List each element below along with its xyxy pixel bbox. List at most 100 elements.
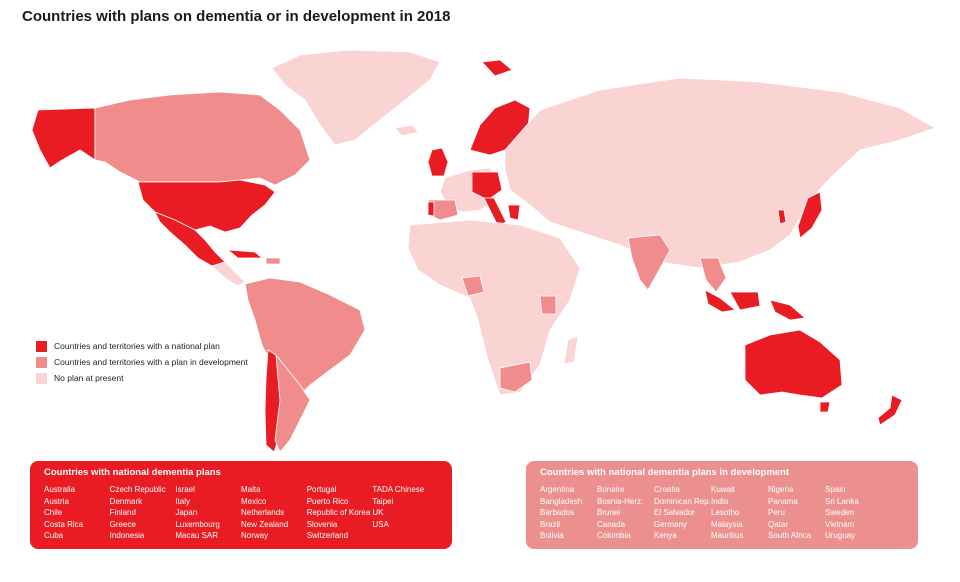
country-name: Nigeria <box>768 485 794 494</box>
madagascar[interactable] <box>563 335 579 365</box>
country-name: Brazil <box>540 519 561 529</box>
country-name: Sweden <box>825 508 854 517</box>
country-name: Bolivia <box>540 531 564 540</box>
country-name: South Africa <box>768 531 812 540</box>
legend-item-none: No plan at present <box>36 370 248 386</box>
country-name: Bonaire <box>597 485 625 494</box>
legend-swatch-development <box>36 356 47 368</box>
country-name: Sri Lanka <box>825 496 859 506</box>
country-name: Malaysia <box>711 519 743 529</box>
country-name: Czech Republic <box>109 485 166 494</box>
country-name: Colombia <box>597 531 631 540</box>
cuba[interactable] <box>226 249 264 259</box>
country-name: Denmark <box>109 496 143 506</box>
africa[interactable] <box>407 219 581 396</box>
country-name: Indonesia <box>109 531 145 540</box>
tasmania[interactable] <box>819 401 831 413</box>
country-column: Kuwait India Lesotho Malaysia Mauritius <box>711 484 768 542</box>
country-column: Croatia Dominican Rep. El Salvador Germa… <box>654 484 711 542</box>
country-name: Italy <box>175 496 191 506</box>
country-column: TADA Chinese Taipei UK USA <box>372 484 438 542</box>
country-name: USA <box>372 519 389 529</box>
southeast-asia[interactable] <box>699 257 727 293</box>
country-column: Israel Italy Japan Luxembourg Macau SAR <box>175 484 241 542</box>
country-name: Switzerland <box>306 531 349 540</box>
country-name: Barbados <box>540 508 575 517</box>
kenya[interactable] <box>539 295 557 315</box>
country-column: Spain Sri Lanka Sweden Vietnam Uruguay <box>825 484 882 542</box>
legend-label-none: No plan at present <box>54 373 124 383</box>
country-name: Finland <box>109 508 136 517</box>
russia-asia[interactable] <box>504 77 936 269</box>
country-name: New Zealand <box>241 519 289 529</box>
country-name: Uruguay <box>825 531 856 540</box>
country-name: UK <box>372 508 384 517</box>
country-name: Kuwait <box>711 485 736 494</box>
country-name: Malta <box>241 485 261 494</box>
country-name: Norway <box>241 531 269 540</box>
country-name: Kenya <box>654 531 677 540</box>
canada[interactable] <box>94 91 311 186</box>
india[interactable] <box>627 234 671 291</box>
country-name: Croatia <box>654 485 680 494</box>
country-column: Nigeria Panama Peru Qatar South Africa <box>768 484 825 542</box>
argentina[interactable] <box>274 353 311 453</box>
south-africa[interactable] <box>499 361 533 393</box>
italy[interactable] <box>483 197 507 227</box>
country-name: Peru <box>768 508 785 517</box>
legend-swatch-none <box>36 372 47 384</box>
legend-item-development: Countries and territories with a plan in… <box>36 354 248 370</box>
country-name: El Salvador <box>654 508 695 517</box>
country-column: Argentina Bangladesh Barbados Brazil Bol… <box>540 484 597 542</box>
caribbean[interactable] <box>265 257 281 265</box>
new-zealand[interactable] <box>877 394 903 426</box>
national-country-columns: Australia Austria Chile Costa Rica Cuba … <box>44 484 438 542</box>
indonesia[interactable] <box>704 289 806 321</box>
alaska[interactable] <box>31 107 96 169</box>
iceland[interactable] <box>394 124 419 137</box>
country-name: Slovenia <box>306 519 338 529</box>
country-name: Austria <box>44 496 69 506</box>
development-panel-title: Countries with national dementia plans i… <box>540 467 790 478</box>
portugal[interactable] <box>427 201 435 217</box>
country-name: Greece <box>109 519 136 529</box>
country-name: Vietnam <box>825 519 855 529</box>
central-america[interactable] <box>211 261 246 287</box>
europe-central[interactable] <box>471 171 503 201</box>
greenland[interactable] <box>271 49 441 146</box>
country-column: Australia Austria Chile Costa Rica Cuba <box>44 484 110 542</box>
legend-swatch-national <box>36 340 47 352</box>
country-name: Chile <box>44 508 63 517</box>
japan[interactable] <box>797 191 823 239</box>
country-name: Netherlands <box>241 508 285 517</box>
country-name: Lesotho <box>711 508 740 517</box>
svalbard[interactable] <box>481 59 513 77</box>
country-name: Mauritius <box>711 531 744 540</box>
legend-label-development: Countries and territories with a plan in… <box>54 357 248 367</box>
south-america-north[interactable] <box>244 277 366 401</box>
country-name: Puerto Rico <box>306 496 349 506</box>
country-name: Canada <box>597 519 626 529</box>
map-legend: Countries and territories with a nationa… <box>36 338 248 386</box>
development-country-columns: Argentina Bangladesh Barbados Brazil Bol… <box>540 484 904 542</box>
country-name: Panama <box>768 496 798 506</box>
usa[interactable] <box>137 179 276 233</box>
nigeria[interactable] <box>461 275 485 297</box>
country-name: Germany <box>654 519 687 529</box>
national-panel-title: Countries with national dementia plans <box>44 467 221 478</box>
uk[interactable] <box>427 147 449 177</box>
national-plans-panel: Countries with national dementia plans A… <box>30 461 452 549</box>
country-name: Israel <box>175 485 195 494</box>
country-name: Bosnia-Herz. <box>597 496 644 506</box>
country-name: Japan <box>175 508 198 517</box>
greece[interactable] <box>507 204 521 221</box>
country-name: Macau SAR <box>175 531 219 540</box>
korea[interactable] <box>777 209 787 225</box>
map-title: Countries with plans on dementia or in d… <box>22 8 451 25</box>
country-name: Republic of Korea <box>306 508 371 517</box>
country-name: Mexico <box>241 496 267 506</box>
country-name: Portugal <box>306 485 337 494</box>
australia[interactable] <box>744 329 843 399</box>
country-column: Czech Republic Denmark Finland Greece In… <box>110 484 176 542</box>
